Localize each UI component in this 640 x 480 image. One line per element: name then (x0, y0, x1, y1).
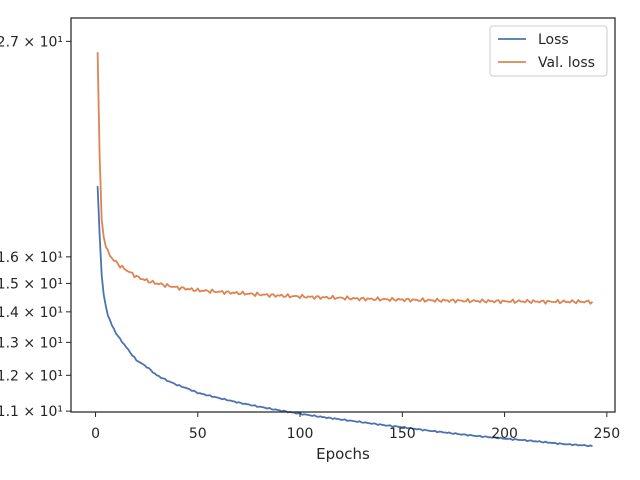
legend: Loss Val. loss (489, 25, 608, 77)
x-tick-label: 100 (287, 426, 314, 442)
series-line-val-loss (96, 52, 594, 305)
x-tick-label: 250 (593, 426, 620, 442)
series-layer (96, 52, 594, 448)
series-line-loss (96, 186, 593, 448)
y-axis-ticks: 1.1 × 10¹ 1.2 × 10¹ 1.3 × 10¹ 1.4 × 10¹ 1.5 … (0, 34, 71, 420)
x-tick-label: 0 (91, 426, 100, 442)
x-tick-label: 150 (389, 426, 416, 442)
x-axis-label: Epochs (316, 445, 370, 463)
y-tick-label: 1.5 × 10¹ (0, 276, 63, 292)
legend-label-loss: Loss (538, 32, 569, 48)
y-tick-label: 2.7 × 10¹ (0, 34, 63, 50)
y-tick-label: 1.3 × 10¹ (0, 335, 63, 351)
x-axis-ticks: 0 50 100 150 200 250 (91, 412, 620, 442)
y-tick-label: 1.1 × 10¹ (0, 404, 63, 420)
x-tick-label: 50 (189, 426, 207, 442)
plot-frame (70, 17, 616, 413)
y-tick-label: 1.4 × 10¹ (0, 305, 63, 321)
legend-label-val-loss: Val. loss (538, 55, 595, 71)
y-tick-label: 1.2 × 10¹ (0, 368, 63, 384)
y-tick-label: 1.6 × 10¹ (0, 250, 63, 266)
x-tick-label: 200 (491, 426, 518, 442)
